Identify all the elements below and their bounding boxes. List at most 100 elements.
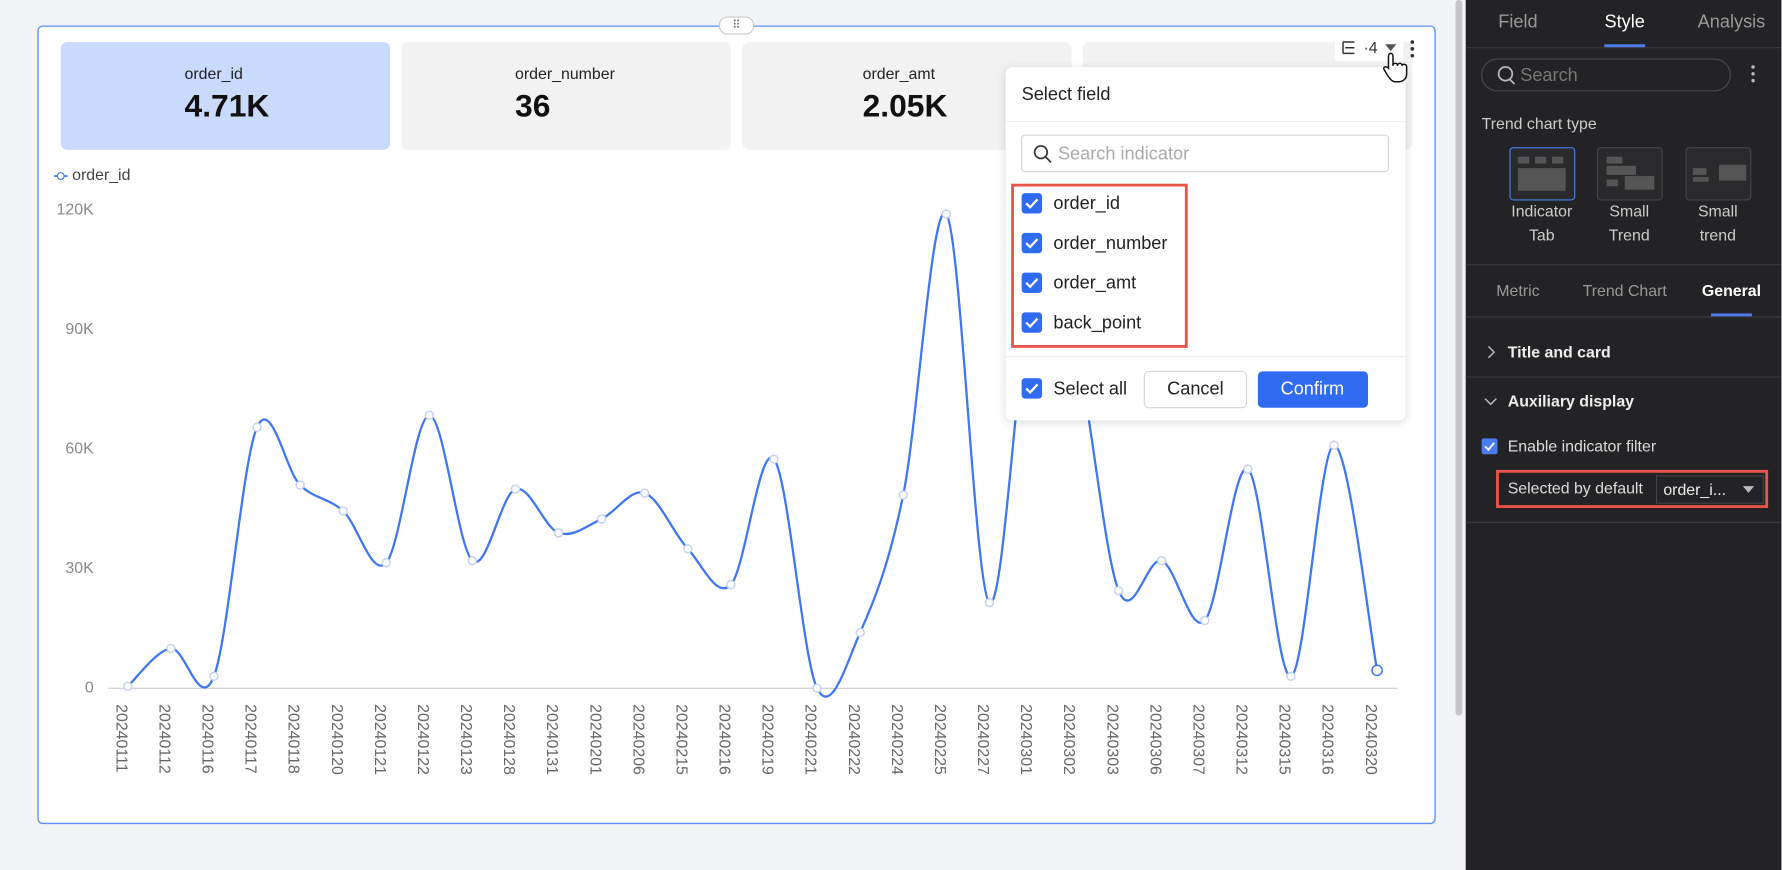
legend-icon	[56, 172, 65, 181]
search-icon	[1033, 145, 1049, 160]
metric-card[interactable]	[401, 42, 731, 150]
chart-type-label[interactable]: Indicator	[1511, 204, 1573, 221]
data-point	[467, 556, 478, 566]
sub-tab[interactable]: General	[1702, 283, 1761, 300]
x-tick-label: 20240128	[500, 704, 517, 775]
panel-more[interactable]	[1751, 65, 1755, 83]
data-point	[381, 558, 391, 568]
chart-type-icons	[1517, 156, 1747, 191]
section-header[interactable]: Auxiliary display	[1508, 393, 1634, 410]
sub-tab[interactable]: Metric	[1496, 283, 1539, 300]
option-label[interactable]: order_id	[1053, 193, 1120, 214]
data-point	[1371, 664, 1383, 677]
chart-type-label[interactable]: Small	[1609, 204, 1649, 221]
card-value: 2.05K	[863, 87, 948, 123]
data-point	[683, 544, 693, 554]
data-point	[898, 490, 908, 500]
cancel-button[interactable]	[1143, 370, 1248, 409]
checkbox[interactable]	[1020, 271, 1044, 295]
x-tick-label: 20240116	[199, 704, 216, 774]
metric-card[interactable]	[60, 42, 391, 150]
panel-tab[interactable]: Style	[1605, 12, 1645, 32]
option-label[interactable]: order_number	[1053, 233, 1167, 254]
filter-icon[interactable]	[1342, 41, 1355, 55]
panel-tab[interactable]: Analysis	[1698, 12, 1766, 32]
chart-type-label[interactable]: Tab	[1529, 227, 1555, 244]
more-icon[interactable]	[1410, 40, 1415, 58]
panel-tab[interactable]: Field	[1498, 12, 1537, 32]
panel-search[interactable]	[1481, 58, 1731, 92]
chart-type-label[interactable]: Small	[1698, 204, 1738, 221]
y-tick-label: 120K	[57, 201, 95, 218]
checkbox-label[interactable]: Enable indicator filter	[1508, 439, 1657, 456]
x-tick-label: 20240201	[586, 704, 603, 775]
checkbox[interactable]	[1020, 231, 1044, 255]
data-point	[812, 683, 822, 693]
x-tick-label: 20240122	[414, 704, 431, 775]
chart-type-option[interactable]	[1685, 147, 1752, 201]
cancel-label[interactable]: Cancel	[1167, 378, 1224, 398]
x-tick-label: 20240215	[672, 704, 689, 775]
x-tick-label: 20240131	[543, 704, 560, 775]
section-label: Trend chart type	[1482, 116, 1597, 133]
search-icon	[1044, 156, 1052, 164]
x-tick-label: 20240121	[371, 704, 388, 775]
select[interactable]	[1655, 475, 1764, 504]
drag-handle[interactable]	[718, 16, 755, 35]
checkbox[interactable]	[1020, 377, 1044, 400]
chart-type-label[interactable]: trend	[1700, 227, 1736, 244]
sub-tab[interactable]: Trend Chart	[1583, 283, 1668, 300]
x-tick-label: 20240315	[1276, 704, 1293, 775]
y-tick-label: 0	[85, 679, 94, 696]
card-label: order_id	[185, 66, 243, 83]
data-point	[510, 484, 521, 494]
checkbox[interactable]	[1020, 191, 1044, 215]
x-tick-label: 20240117	[242, 704, 259, 774]
section-header[interactable]: Title and card	[1508, 344, 1611, 361]
x-tick-label: 20240111	[112, 704, 129, 773]
x-tick-label: 20240206	[629, 704, 646, 775]
x-tick-label: 20240227	[974, 704, 991, 775]
scrollbar[interactable]	[1455, 0, 1463, 716]
checkbox[interactable]	[1481, 438, 1498, 455]
checkbox[interactable]	[1020, 311, 1044, 334]
metric-card[interactable]	[742, 42, 1072, 150]
chevron[interactable]	[1487, 345, 1496, 359]
cursor	[1382, 52, 1408, 83]
option-label[interactable]: back_point	[1053, 312, 1141, 333]
x-tick-label: 20240221	[802, 704, 819, 775]
x-tick-label: 20240112	[155, 704, 172, 774]
filter-count[interactable]: ·4	[1363, 40, 1377, 57]
data-point	[252, 422, 262, 432]
x-tick-label: 20240222	[845, 704, 862, 775]
filter-caret[interactable]	[1385, 44, 1397, 52]
data-point	[1329, 440, 1339, 450]
search-placeholder[interactable]: Search indicator	[1058, 143, 1189, 163]
select-caret[interactable]	[1742, 486, 1755, 493]
tab-indicator	[1604, 44, 1646, 48]
tab-indicator	[1711, 313, 1752, 317]
data-point	[855, 627, 865, 638]
confirm-button[interactable]	[1257, 371, 1369, 408]
option-label[interactable]: order_amt	[1053, 273, 1136, 294]
x-tick-label: 20240225	[931, 704, 948, 775]
chevron[interactable]	[1484, 398, 1497, 406]
select-value[interactable]: order_i...	[1663, 482, 1726, 499]
dropdown-title: Select field	[1022, 84, 1111, 104]
search-input[interactable]	[1021, 134, 1390, 173]
data-point	[984, 597, 995, 608]
chart-type-label[interactable]: Trend	[1609, 227, 1650, 244]
x-tick-label: 20240306	[1146, 704, 1163, 775]
checkmark	[1484, 442, 1495, 452]
card-label: order_amt	[863, 66, 936, 83]
select-all[interactable]: Select all	[1053, 378, 1127, 398]
data-point	[1200, 615, 1210, 626]
confirm-label[interactable]: Confirm	[1281, 378, 1345, 398]
x-tick-label: 20240216	[716, 704, 733, 775]
data-point	[209, 671, 219, 682]
drag-dots: ⠿	[732, 20, 740, 32]
data-point	[424, 410, 435, 421]
data-point	[640, 488, 650, 498]
panel-search-placeholder[interactable]: Search	[1520, 65, 1578, 85]
